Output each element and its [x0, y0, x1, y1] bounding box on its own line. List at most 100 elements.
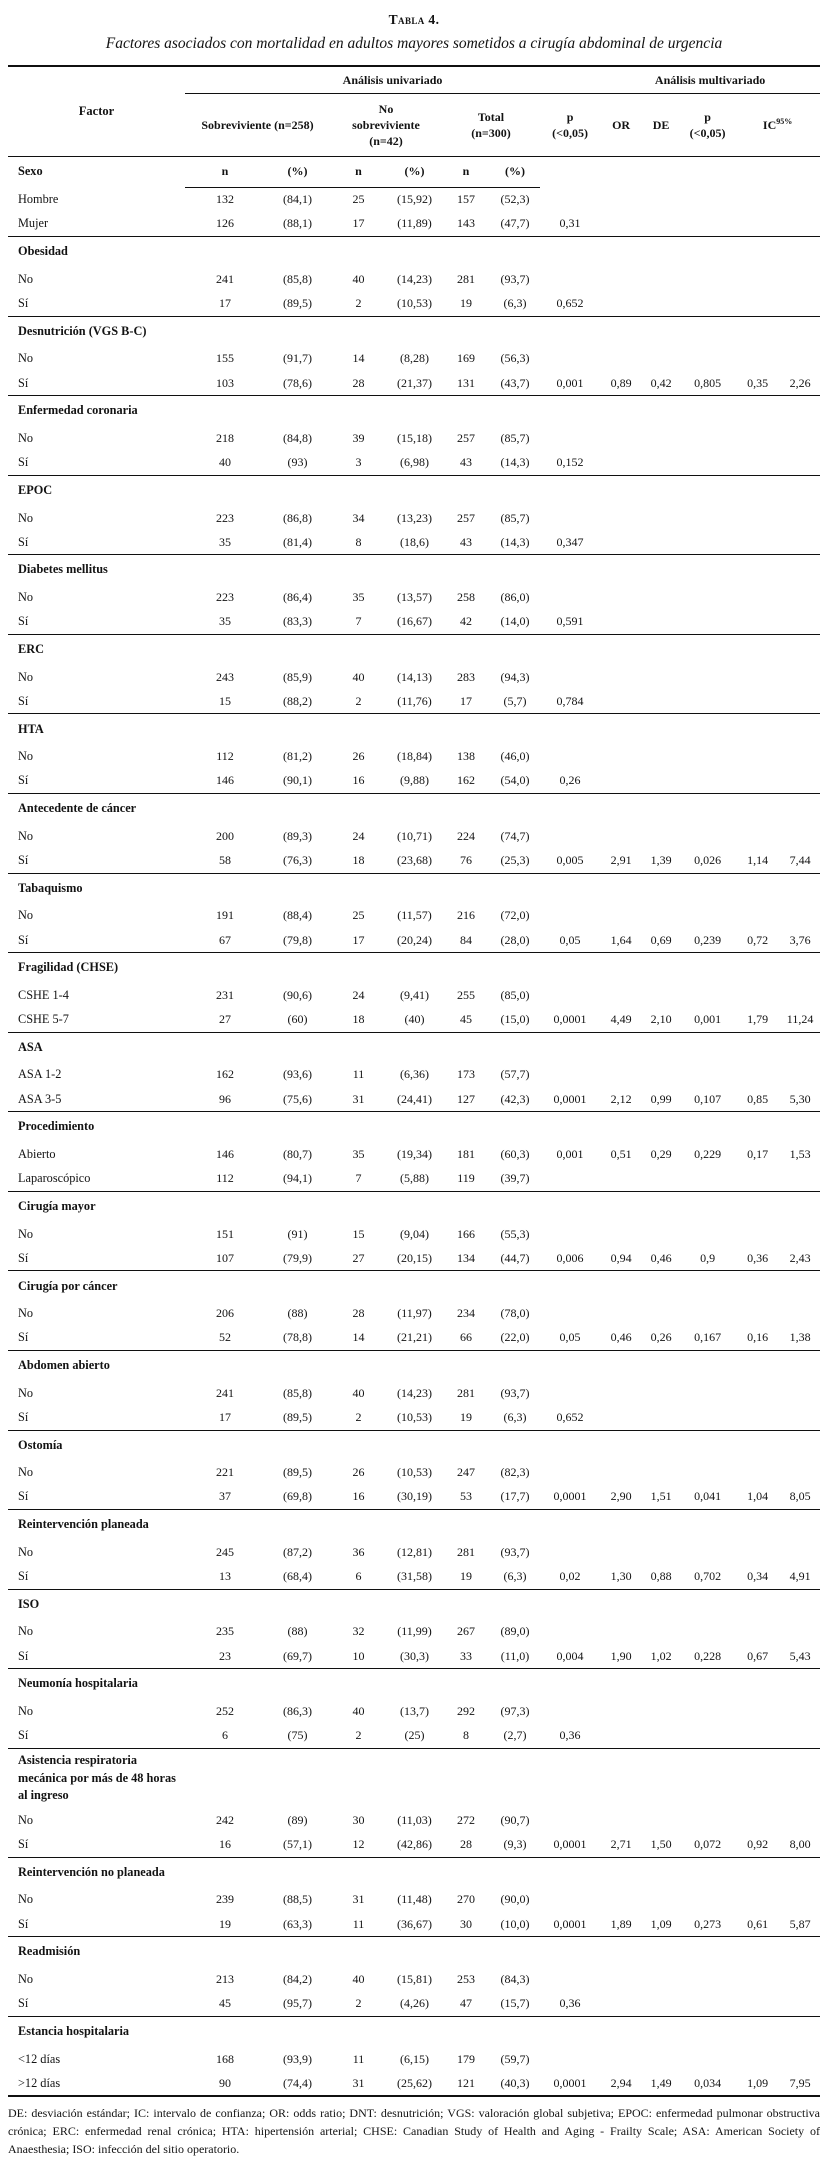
cell-value: (69,8) [283, 1489, 312, 1504]
row-label: Sí [18, 773, 29, 788]
cell-value [600, 267, 642, 291]
row-label: Sí [18, 455, 29, 470]
table-row: No 151 (91) 15 (9,04) 166 (55,3) [8, 1222, 820, 1246]
cell-value [540, 267, 600, 291]
cell-value: (88) [287, 1624, 308, 1639]
cell-value [735, 187, 780, 212]
cell-value: (2,7) [503, 1728, 527, 1743]
cell-value: 0,034 [694, 2075, 722, 2090]
section-name: Readmisión [8, 1936, 185, 1968]
ic-superscript: 95% [776, 116, 793, 126]
cell-value: 0,46 [610, 1330, 632, 1345]
cell-value: 267 [457, 1624, 475, 1639]
cell-value: 17 [352, 932, 365, 947]
cell-value: 1,89 [610, 1916, 632, 1931]
cell-value [735, 1063, 780, 1087]
cell-value [735, 506, 780, 530]
cell-value: 0,005 [556, 852, 584, 867]
table-body: Sexo n (%) n (%) n (%) Hombre 132 (84,1) 25 (15,92)… [8, 156, 821, 2097]
group-header-row: Factor Análisis univariado Análisis mult… [8, 66, 821, 157]
cell-value: (14,3) [500, 534, 530, 549]
row-label: >12 días [18, 2075, 61, 2090]
cell-value: 30 [352, 1812, 365, 1827]
cell-value [735, 1699, 780, 1723]
cell-value: (78,6) [283, 375, 312, 390]
cell-value [780, 426, 820, 450]
cell-value [642, 2047, 680, 2071]
cell-value [680, 1461, 735, 1485]
cell-value [540, 824, 600, 848]
cell-value: 218 [216, 430, 234, 445]
cell-value: 0,26 [650, 1330, 672, 1345]
cell-value: 181 [457, 1147, 475, 1162]
cell-value [642, 426, 680, 450]
cell-value: (9,3) [503, 1837, 527, 1852]
row-label: Sí [18, 1330, 29, 1345]
cell-value: 16 [352, 773, 365, 788]
table-row: Sí 17 (89,5) 2 (10,53) 19 (6,3) 0,652 [8, 291, 820, 316]
table-title: Tabla 4. [388, 12, 440, 27]
cell-value: 19 [219, 1916, 231, 1931]
cell-value: (85,7) [500, 430, 530, 445]
cell-value: (10,53) [397, 1465, 432, 1480]
row-label: No [18, 430, 34, 445]
cell-value: (93,7) [500, 1544, 530, 1559]
section-name: Desnutrición (VGS B-C) [8, 315, 185, 347]
cell-value: 0,34 [747, 1569, 769, 1584]
cell-value: 5,87 [789, 1916, 811, 1931]
section-name: ISO [8, 1588, 185, 1620]
cell-value: (39,7) [500, 1171, 530, 1186]
cell-value: (9,41) [400, 987, 429, 1002]
row-label: No [18, 1812, 34, 1827]
cell-value [680, 1302, 735, 1326]
cell-value: (93,7) [500, 271, 530, 286]
cell-value: 255 [457, 987, 475, 1002]
cell-value: 0,0001 [553, 1091, 587, 1106]
column-header-nonsurvivor: No sobreviviente (n=42) [330, 93, 442, 157]
table-row: No 191 (88,4) 25 (11,57) 216 (72,0) [8, 904, 820, 928]
cell-value: 0,006 [556, 1250, 584, 1265]
cell-value: 0,001 [694, 1012, 722, 1027]
cell-value: 35 [219, 534, 231, 549]
cell-value [680, 530, 735, 555]
cell-value [642, 1167, 680, 1192]
cell-value [540, 1540, 600, 1564]
cell-value [680, 983, 735, 1007]
cell-value [735, 586, 780, 610]
cell-value: (91) [287, 1226, 308, 1241]
cell-value: (86,8) [283, 510, 312, 525]
cell-value [642, 347, 680, 371]
cell-value [680, 267, 735, 291]
cell-value [540, 1888, 600, 1912]
cell-value: 40 [352, 1971, 365, 1986]
cell-value [780, 1222, 820, 1246]
cell-value: 39 [352, 430, 365, 445]
table-row: Hombre 132 (84,1) 25 (15,92) 157 (52,3) [8, 187, 820, 212]
cell-value: (18,6) [400, 534, 429, 549]
cell-value: (75,6) [283, 1091, 312, 1106]
cell-value: 242 [216, 1812, 234, 1827]
table-row: ASA 3-5 96 (75,6) 31 (24,41) 127 (42,3) 0,0001 2… [8, 1087, 820, 1112]
cell-value: (8,28) [400, 351, 429, 366]
table-row: Mujer 126 (88,1) 17 (11,89) 143 (47,7) 0,31 [8, 212, 820, 237]
cell-value [680, 1405, 735, 1430]
row-label: No [18, 271, 34, 286]
cell-value: (76,3) [283, 852, 312, 867]
cell-value: 25 [352, 908, 365, 923]
cell-value: (6,3) [503, 1409, 527, 1424]
cell-value: (84,3) [500, 1971, 530, 1986]
cell-value [780, 291, 820, 316]
ic-label: IC [762, 117, 777, 132]
cell-value: 1,09 [650, 1916, 672, 1931]
cell-value [540, 1461, 600, 1485]
cell-value: 252 [216, 1703, 234, 1718]
cell-value: 0,26 [559, 773, 581, 788]
cell-value: 27 [219, 1012, 231, 1027]
cell-value [735, 1405, 780, 1430]
cell-value: 0,31 [559, 216, 581, 231]
section-header-row: Reintervención no planeada [8, 1856, 821, 1888]
cell-value: 0,46 [650, 1250, 672, 1265]
cell-value: 155 [216, 351, 234, 366]
table-header: Factor Análisis univariado Análisis mult… [8, 66, 821, 157]
cell-value: (97,3) [500, 1703, 530, 1718]
